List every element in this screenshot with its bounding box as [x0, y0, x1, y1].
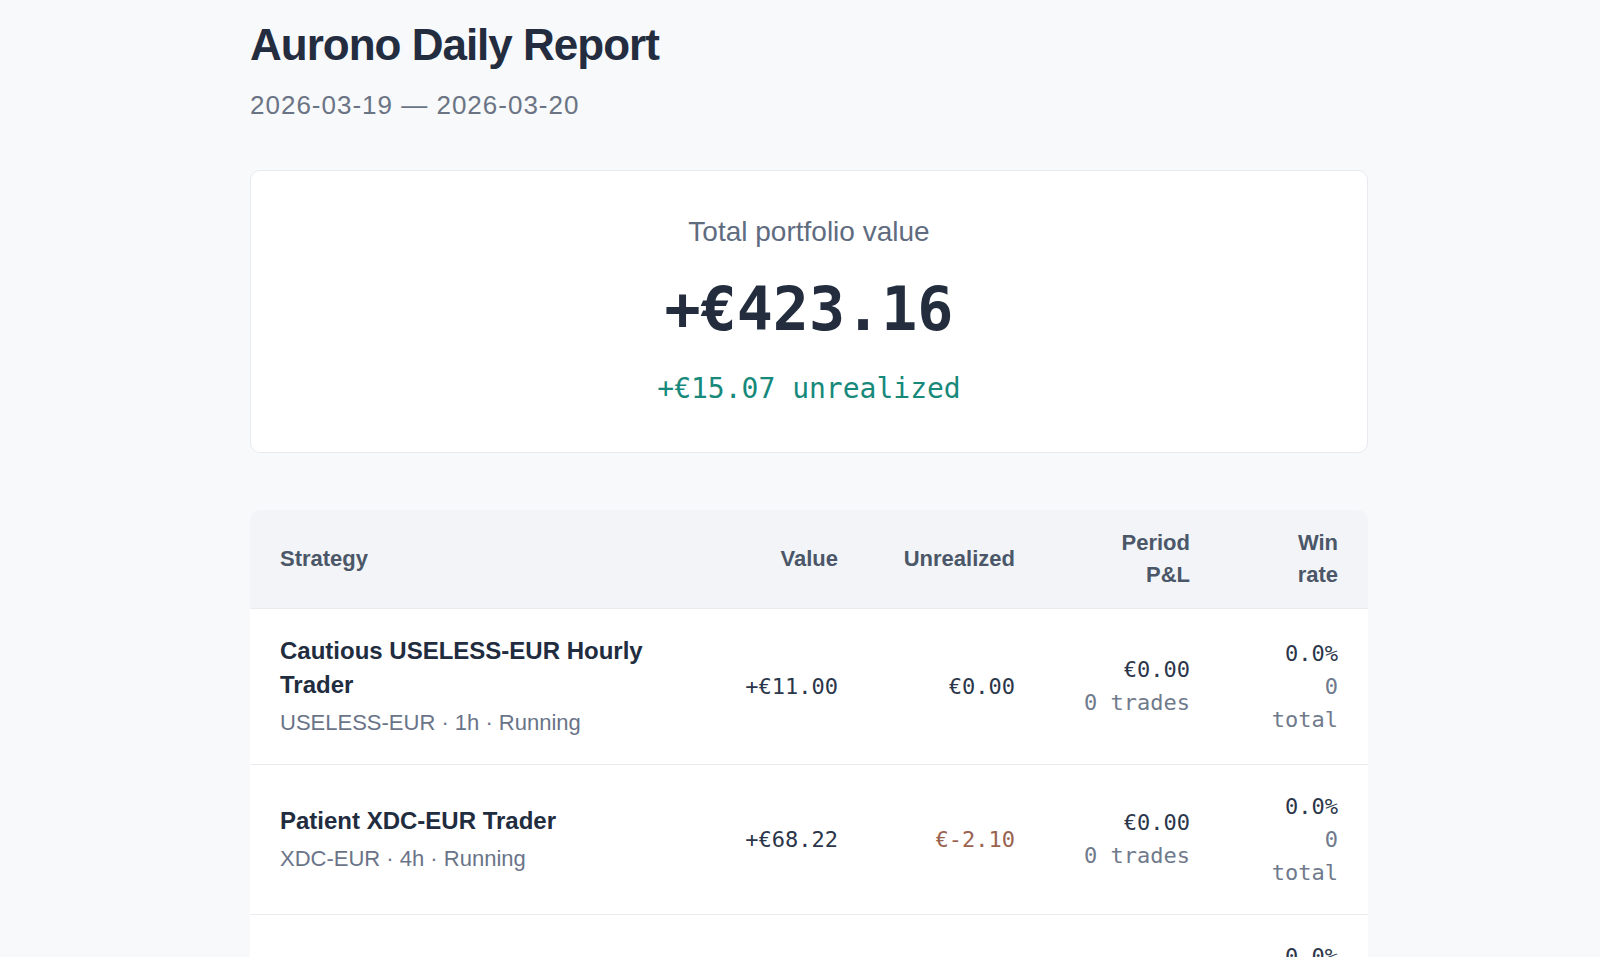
strategy-row: 0.0%: [250, 914, 1368, 957]
unrealized-cell: [838, 914, 1015, 957]
period-pnl-cell: €0.00 0 trades: [1015, 608, 1190, 764]
win-rate-pct: 0.0%: [1190, 637, 1338, 670]
strategy-meta: USELESS-EUR · 1h · Running: [280, 706, 700, 739]
strategy-meta: XDC-EUR · 4h · Running: [280, 842, 700, 875]
win-rate-pct: 0.0%: [1190, 940, 1338, 957]
win-rate-total: 0 total: [1266, 823, 1338, 889]
portfolio-unrealized: +€15.07 unrealized: [251, 372, 1367, 406]
pnl-trades: 0 trades: [1015, 686, 1190, 719]
portfolio-summary-card: Total portfolio value +€423.16 +€15.07 u…: [250, 170, 1368, 453]
strategy-cell: Cautious USELESS-EUR Hourly Trader USELE…: [250, 608, 700, 764]
strategy-name: Cautious USELESS-EUR Hourly Trader: [280, 634, 672, 702]
unrealized-cell: €0.00: [838, 608, 1015, 764]
pnl-trades: 0 trades: [1015, 839, 1190, 872]
win-rate-pct: 0.0%: [1190, 790, 1338, 823]
report-page: Aurono Daily Report 2026-03-19 — 2026-03…: [250, 0, 1368, 957]
win-rate-cell: 0.0%: [1190, 914, 1368, 957]
header-win-rate: Win rate: [1190, 510, 1368, 608]
strategies-table: Strategy Value Unrealized Period P&L Win…: [250, 510, 1368, 957]
value-cell: [700, 914, 838, 957]
period-pnl-cell: [1015, 914, 1190, 957]
portfolio-value-label: Total portfolio value: [251, 215, 1367, 249]
strategy-row: Cautious USELESS-EUR Hourly Trader USELE…: [250, 608, 1368, 764]
table-header-row: Strategy Value Unrealized Period P&L Win…: [250, 510, 1368, 608]
header-unrealized: Unrealized: [838, 510, 1015, 608]
strategies-table-card: Strategy Value Unrealized Period P&L Win…: [250, 510, 1368, 957]
value-cell: +€11.00: [700, 608, 838, 764]
strategy-row: Patient XDC-EUR Trader XDC-EUR · 4h · Ru…: [250, 764, 1368, 914]
win-rate-total: 0 total: [1266, 670, 1338, 736]
pnl-amount: €0.00: [1015, 653, 1190, 686]
strategy-name: Patient XDC-EUR Trader: [280, 804, 672, 838]
pnl-amount: €0.00: [1015, 806, 1190, 839]
value-cell: +€68.22: [700, 764, 838, 914]
date-range: 2026-03-19 — 2026-03-20: [250, 90, 1368, 120]
win-rate-cell: 0.0% 0 total: [1190, 608, 1368, 764]
portfolio-total-value: +€423.16: [251, 273, 1367, 345]
strategy-cell: Patient XDC-EUR Trader XDC-EUR · 4h · Ru…: [250, 764, 700, 914]
win-rate-cell: 0.0% 0 total: [1190, 764, 1368, 914]
header-period-pnl: Period P&L: [1015, 510, 1190, 608]
unrealized-cell: €-2.10: [838, 764, 1015, 914]
header-strategy: Strategy: [250, 510, 700, 608]
header-value: Value: [700, 510, 838, 608]
page-title: Aurono Daily Report: [250, 0, 1368, 74]
period-pnl-cell: €0.00 0 trades: [1015, 764, 1190, 914]
strategy-cell: [250, 914, 700, 957]
